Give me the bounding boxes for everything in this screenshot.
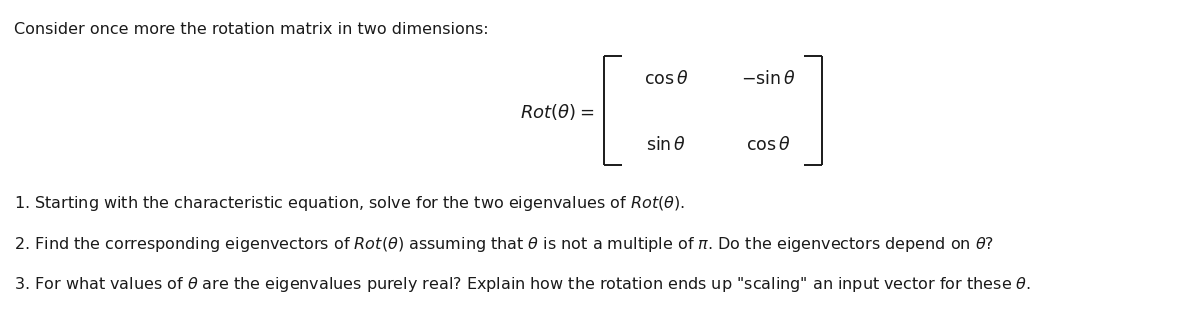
Text: Consider once more the rotation matrix in two dimensions:: Consider once more the rotation matrix i… xyxy=(14,22,490,37)
Text: $\cos\theta$: $\cos\theta$ xyxy=(644,70,688,88)
Text: $\mathit{Rot}(\theta) =$: $\mathit{Rot}(\theta) =$ xyxy=(520,102,594,122)
Text: 3. For what values of $\theta$ are the eigenvalues purely real? Explain how the : 3. For what values of $\theta$ are the e… xyxy=(14,275,1032,294)
Text: 1. Starting with the characteristic equation, solve for the two eigenvalues of $: 1. Starting with the characteristic equa… xyxy=(14,194,685,213)
Text: $\cos\theta$: $\cos\theta$ xyxy=(746,136,790,154)
Text: $-\sin\theta$: $-\sin\theta$ xyxy=(740,70,796,88)
Text: 2. Find the corresponding eigenvectors of $\mathit{Rot}(\theta)$ assuming that $: 2. Find the corresponding eigenvectors o… xyxy=(14,235,995,254)
Text: $\sin\theta$: $\sin\theta$ xyxy=(646,136,686,154)
